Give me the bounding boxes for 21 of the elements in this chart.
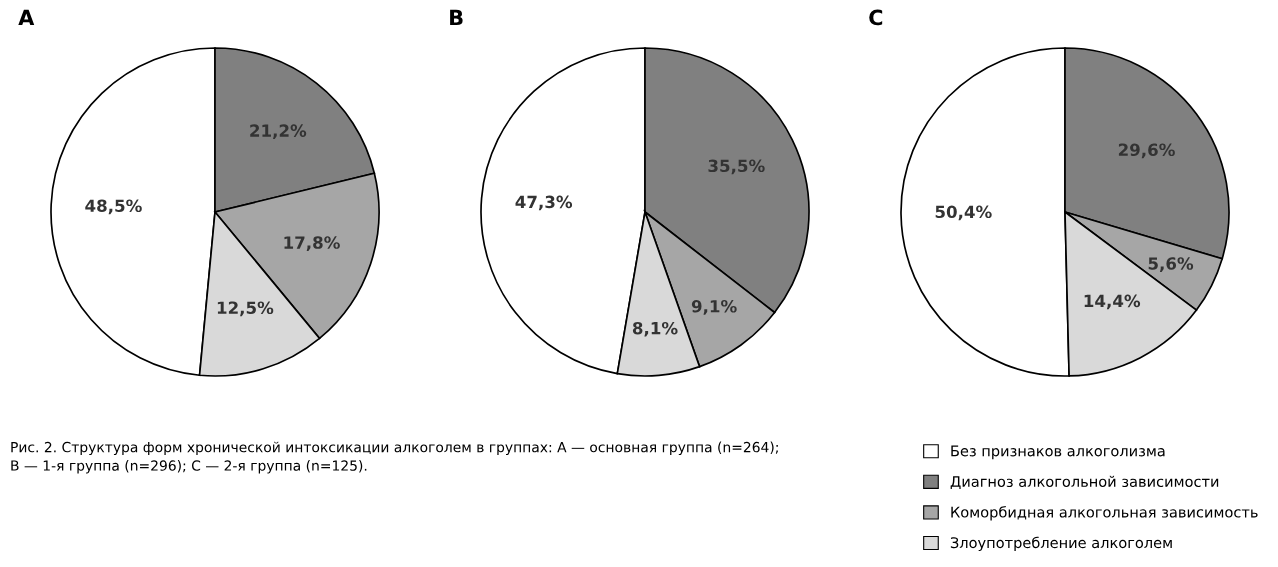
data-label: 29,6%	[1118, 143, 1175, 159]
data-label: 8,1%	[632, 321, 678, 337]
data-label: 17,8%	[284, 236, 340, 251]
legend-label: Коморбидная алкогольная зависимость	[951, 506, 1258, 521]
data-label: 5,6%	[1148, 257, 1194, 272]
legend-label: Диагноз алкогольной зависимости	[950, 475, 1219, 490]
chart-title: B	[450, 9, 463, 26]
data-label: 14,4%	[1084, 294, 1141, 310]
text: Рис. 2. Структура форм хронической интоксикации алкоголем в группах: А — основная группа (n=264);	[11, 441, 778, 456]
data-label: 12,5%	[217, 301, 274, 317]
legend-label: Без признаков алкоголизма	[951, 445, 1165, 460]
text: В — 1-я группа (n=296); С — 2-я группа (n=125).	[11, 460, 367, 474]
data-label: 21,2%	[250, 124, 307, 140]
chart-title: A	[18, 9, 35, 26]
data-label: 47,3%	[515, 195, 573, 211]
legend-label: Злоупотребление алкоголем	[950, 536, 1172, 552]
data-label: 48,5%	[85, 199, 142, 215]
data-label: 35,5%	[708, 159, 765, 175]
data-label: 9,1%	[691, 299, 737, 315]
data-label: 50,4%	[935, 205, 992, 221]
chart-title: C	[869, 9, 883, 26]
